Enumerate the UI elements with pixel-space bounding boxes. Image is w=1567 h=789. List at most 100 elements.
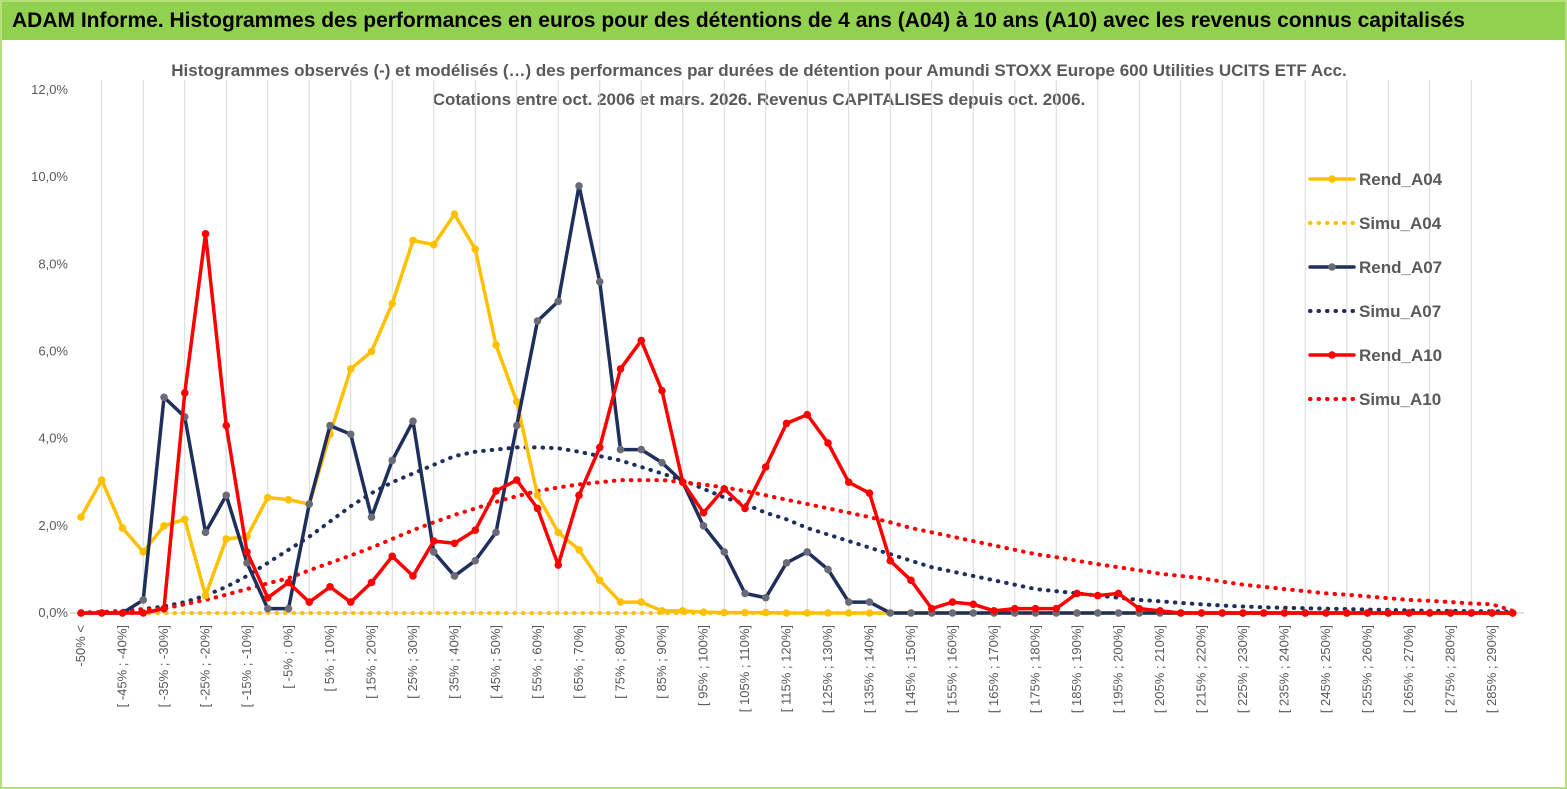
data-point — [741, 589, 749, 598]
data-point — [346, 365, 355, 373]
x-tick-label: [ 75% ; 80%] — [613, 625, 628, 699]
x-tick-label: [ 95% ; 100%] — [696, 625, 711, 706]
x-tick-label: [ 115% ; 120%] — [779, 625, 794, 712]
data-point — [575, 491, 583, 500]
data-point — [1156, 607, 1164, 615]
x-tick-label: [ 45% ; 50%] — [488, 625, 503, 699]
data-point — [139, 548, 148, 556]
data-point — [1093, 609, 1102, 617]
observed-line — [79, 184, 1515, 615]
data-point — [388, 299, 397, 308]
legend-marker — [1328, 263, 1336, 271]
data-point — [927, 604, 936, 613]
x-tick-label: [ 225% ; 230%] — [1235, 625, 1250, 713]
data-point — [139, 609, 148, 617]
data-point — [907, 609, 915, 617]
data-point — [263, 493, 272, 502]
legend-label: Rend_A07 — [1359, 258, 1442, 277]
data-point — [533, 317, 542, 325]
data-point — [741, 608, 749, 617]
data-point — [616, 365, 625, 373]
data-point — [1384, 609, 1393, 617]
y-tick-label: 2,0% — [38, 518, 68, 533]
data-point — [990, 607, 998, 615]
data-point — [409, 236, 417, 245]
data-point — [1363, 609, 1372, 617]
data-point — [492, 528, 500, 537]
x-tick-label: [ -25% ; -20%] — [198, 625, 213, 707]
x-tick-label: [ 245% ; 250%] — [1318, 625, 1333, 713]
data-point — [160, 522, 168, 530]
data-point — [616, 445, 625, 454]
x-tick-label: [ 165% ; 170%] — [986, 625, 1001, 713]
data-point — [492, 487, 500, 495]
data-point — [658, 607, 666, 615]
data-point — [761, 593, 770, 602]
data-point — [803, 410, 812, 419]
data-point — [201, 591, 210, 600]
data-point — [1425, 609, 1434, 617]
model-line — [79, 478, 1515, 615]
data-point — [284, 604, 293, 613]
data-point — [595, 443, 604, 452]
data-point — [512, 476, 521, 484]
data-point — [222, 491, 231, 500]
legend-label: Rend_A04 — [1359, 170, 1443, 189]
data-point — [616, 598, 625, 606]
data-point — [803, 609, 812, 617]
data-point — [471, 556, 480, 565]
x-tick-label: [ 65% ; 70%] — [571, 625, 586, 699]
data-point — [201, 528, 210, 537]
data-point — [346, 430, 355, 439]
x-tick-label: [ 35% ; 40%] — [447, 625, 462, 699]
x-tick-label: [ 215% ; 220%] — [1194, 625, 1209, 713]
data-point — [824, 439, 832, 447]
data-point — [367, 578, 376, 587]
data-point — [782, 419, 791, 428]
data-point — [77, 609, 85, 617]
data-point — [284, 578, 293, 587]
x-tick-label: [ 25% ; 30%] — [405, 625, 420, 699]
data-point — [886, 609, 895, 617]
data-point — [658, 386, 666, 395]
data-point — [761, 608, 770, 617]
data-point — [907, 576, 915, 585]
x-tick-label: [ -5% ; 0%] — [281, 625, 296, 689]
data-point — [305, 500, 314, 508]
data-point — [263, 604, 272, 613]
y-tick-label: 4,0% — [38, 431, 68, 446]
data-point — [1031, 604, 1040, 613]
data-point — [97, 609, 106, 617]
data-point — [865, 598, 874, 606]
data-point — [741, 504, 749, 513]
data-point — [222, 421, 231, 430]
data-point — [450, 572, 459, 580]
data-point — [948, 598, 957, 606]
data-point — [409, 572, 417, 580]
data-point — [844, 609, 853, 617]
data-point — [844, 598, 853, 606]
data-point — [1342, 609, 1351, 617]
x-tick-label: [ -45% ; -40%] — [115, 625, 130, 707]
data-point — [699, 522, 708, 530]
data-point — [388, 456, 397, 465]
data-point — [1114, 589, 1123, 598]
data-point — [1301, 609, 1310, 617]
data-point — [1467, 609, 1476, 617]
data-point — [429, 240, 438, 249]
legend-label: Rend_A10 — [1359, 346, 1442, 365]
data-point — [284, 495, 293, 504]
data-point — [180, 389, 189, 397]
x-tick-label: [ 5% ; 10%] — [322, 625, 337, 691]
y-tick-label: 0,0% — [38, 605, 68, 620]
data-point — [326, 583, 334, 591]
data-point — [1052, 604, 1061, 613]
data-point — [97, 476, 106, 484]
legend-label: Simu_A04 — [1359, 214, 1442, 233]
data-point — [1446, 609, 1455, 617]
data-point — [886, 556, 895, 565]
data-point — [1259, 609, 1268, 617]
x-tick-label: [ 275% ; 280%] — [1443, 625, 1458, 713]
x-tick-label: [ 105% ; 110%] — [737, 625, 752, 712]
data-point — [761, 463, 770, 471]
